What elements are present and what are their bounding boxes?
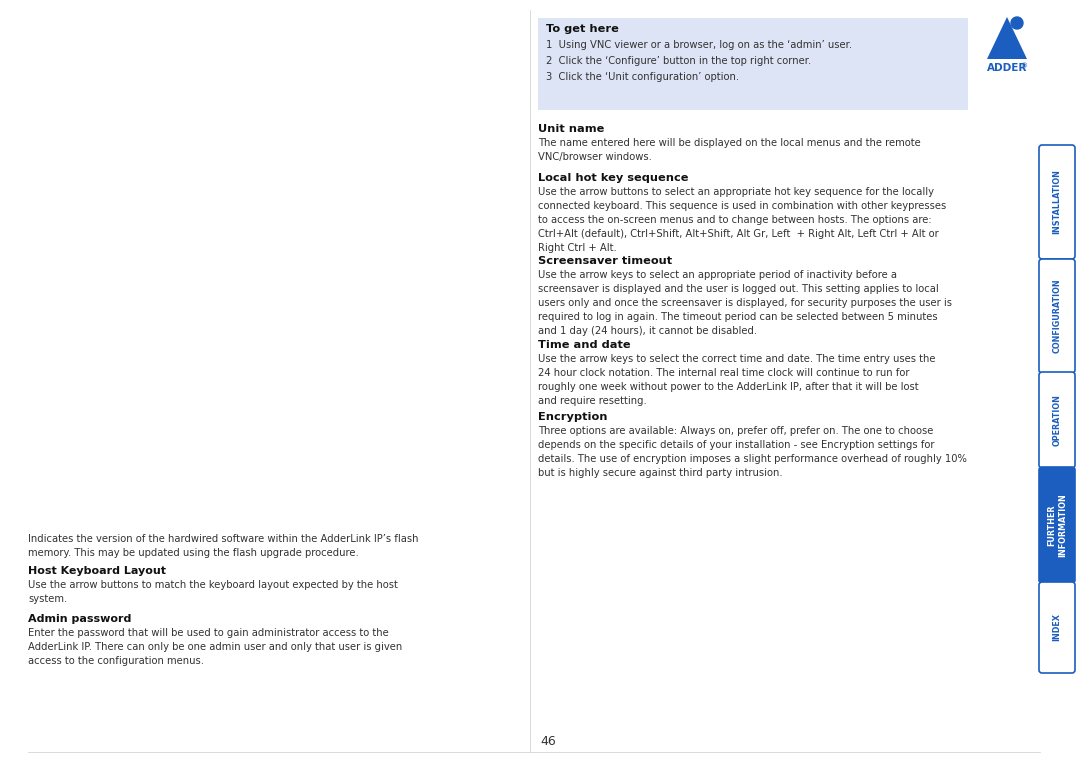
Polygon shape (987, 17, 1027, 59)
FancyBboxPatch shape (538, 18, 968, 110)
Text: Use the arrow keys to select the correct time and date. The time entry uses the
: Use the arrow keys to select the correct… (538, 354, 935, 406)
Text: INSTALLATION: INSTALLATION (1053, 169, 1062, 234)
Text: Time and date: Time and date (538, 340, 631, 350)
Text: 2  Click the ‘Configure’ button in the top right corner.: 2 Click the ‘Configure’ button in the to… (546, 56, 811, 66)
Text: Three options are available: Always on, prefer off, prefer on. The one to choose: Three options are available: Always on, … (538, 426, 967, 478)
Text: OPERATION: OPERATION (1053, 394, 1062, 446)
Text: Screensaver timeout: Screensaver timeout (538, 256, 672, 266)
Text: Use the arrow buttons to match the keyboard layout expected by the host
system.: Use the arrow buttons to match the keybo… (28, 581, 397, 604)
Text: Encryption: Encryption (538, 412, 607, 422)
FancyBboxPatch shape (1039, 372, 1075, 468)
Text: Unit name: Unit name (538, 124, 605, 134)
Text: Indicates the version of the hardwired software within the AdderLink IP’s flash
: Indicates the version of the hardwired s… (28, 533, 419, 558)
Text: 46: 46 (540, 735, 556, 748)
Text: To get here: To get here (546, 24, 619, 34)
Circle shape (1011, 17, 1023, 29)
Text: INDEX: INDEX (1053, 613, 1062, 642)
Text: ADDER: ADDER (987, 63, 1027, 73)
Text: CONFIGURATION: CONFIGURATION (1053, 278, 1062, 353)
Text: ®: ® (1021, 63, 1028, 69)
Text: Use the arrow buttons to select an appropriate hot key sequence for the locally
: Use the arrow buttons to select an appro… (538, 187, 946, 253)
Text: Admin password: Admin password (28, 613, 132, 623)
Text: 1  Using VNC viewer or a browser, log on as the ‘admin’ user.: 1 Using VNC viewer or a browser, log on … (546, 40, 852, 50)
Text: Host Keyboard Layout: Host Keyboard Layout (28, 566, 166, 577)
Text: Use the arrow keys to select an appropriate period of inactivity before a
screen: Use the arrow keys to select an appropri… (538, 271, 951, 336)
Text: FURTHER
INFORMATION: FURTHER INFORMATION (1047, 493, 1067, 557)
Text: Enter the password that will be used to gain administrator access to the
AdderLi: Enter the password that will be used to … (28, 627, 402, 665)
Text: Local hot key sequence: Local hot key sequence (538, 173, 689, 183)
Text: 3  Click the ‘Unit configuration’ option.: 3 Click the ‘Unit configuration’ option. (546, 72, 739, 82)
Text: The name entered here will be displayed on the local menus and the remote
VNC/br: The name entered here will be displayed … (538, 138, 921, 162)
FancyBboxPatch shape (1039, 259, 1075, 373)
FancyBboxPatch shape (1039, 582, 1075, 673)
FancyBboxPatch shape (1039, 467, 1075, 583)
FancyBboxPatch shape (1039, 145, 1075, 259)
